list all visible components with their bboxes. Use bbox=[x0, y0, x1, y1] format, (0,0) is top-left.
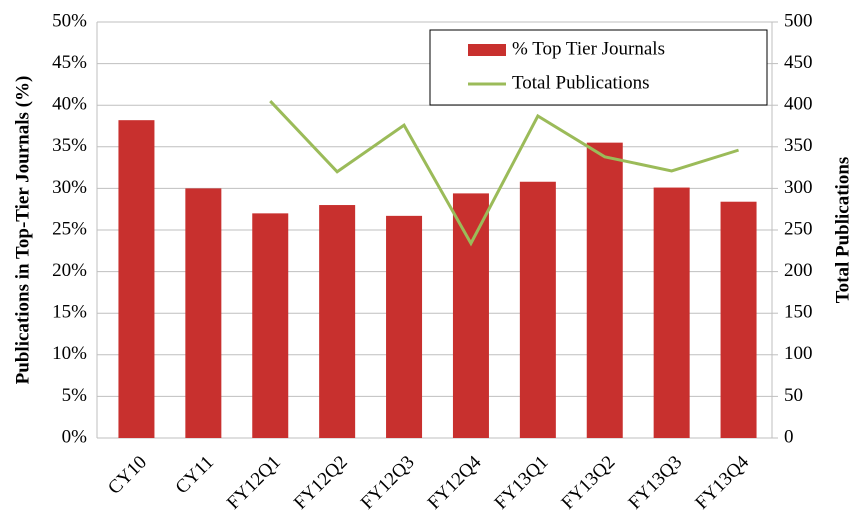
x-tick-label: FY13Q3 bbox=[624, 452, 686, 514]
bar bbox=[319, 205, 356, 438]
y-tick-label: 45% bbox=[52, 52, 87, 73]
legend-swatch bbox=[468, 44, 506, 56]
y-tick-label: 15% bbox=[52, 302, 87, 323]
x-tick-label: FY12Q3 bbox=[357, 452, 419, 514]
x-tick-label: FY13Q2 bbox=[557, 452, 619, 514]
x-tick-label: FY13Q4 bbox=[691, 451, 753, 513]
y-tick-label: 5% bbox=[62, 385, 88, 406]
line bbox=[269, 100, 739, 247]
y2-tick-label: 300 bbox=[784, 177, 813, 198]
y-axis-label: Publications in Top-Tier Journals (%) bbox=[12, 76, 33, 385]
bar bbox=[653, 187, 690, 438]
y-tick-label: 0% bbox=[62, 426, 88, 447]
legend-box bbox=[429, 29, 768, 106]
y-tick-label: 50% bbox=[52, 10, 87, 31]
x-tick-label: FY12Q2 bbox=[290, 452, 352, 514]
bar bbox=[452, 193, 489, 438]
y2-axis-label: Total Publications bbox=[832, 157, 853, 304]
x-tick-label: FY13Q1 bbox=[491, 452, 553, 514]
bar bbox=[252, 213, 289, 438]
x-tick-label: CY11 bbox=[172, 452, 218, 498]
y-tick-label: 35% bbox=[52, 135, 87, 156]
bar bbox=[386, 215, 423, 438]
bar bbox=[720, 201, 757, 438]
y2-tick-label: 100 bbox=[784, 343, 813, 364]
y2-tick-label: 200 bbox=[784, 260, 813, 281]
y2-tick-label: 50 bbox=[784, 385, 803, 406]
y2-tick-label: 250 bbox=[784, 218, 813, 239]
x-tick-label: FY12Q1 bbox=[223, 452, 285, 514]
y-tick-label: 20% bbox=[52, 260, 87, 281]
y2-tick-label: 0 bbox=[784, 426, 794, 447]
y-tick-label: 25% bbox=[52, 218, 87, 239]
bar bbox=[118, 120, 155, 439]
legend-label: % Top Tier Journals bbox=[512, 38, 665, 59]
y2-tick-label: 150 bbox=[784, 302, 813, 323]
y-tick-label: 30% bbox=[52, 177, 87, 198]
y2-tick-label: 400 bbox=[784, 94, 813, 115]
x-tick-label: FY12Q4 bbox=[424, 451, 486, 513]
legend-label: Total Publications bbox=[512, 72, 649, 93]
y-tick-label: 10% bbox=[52, 343, 87, 364]
y2-tick-label: 500 bbox=[784, 10, 813, 31]
bar bbox=[586, 142, 623, 438]
bar bbox=[185, 188, 222, 438]
x-tick-label: CY10 bbox=[104, 452, 151, 499]
y2-tick-label: 450 bbox=[784, 52, 813, 73]
bar bbox=[519, 181, 556, 438]
y2-tick-label: 350 bbox=[784, 135, 813, 156]
y-tick-label: 40% bbox=[52, 94, 87, 115]
